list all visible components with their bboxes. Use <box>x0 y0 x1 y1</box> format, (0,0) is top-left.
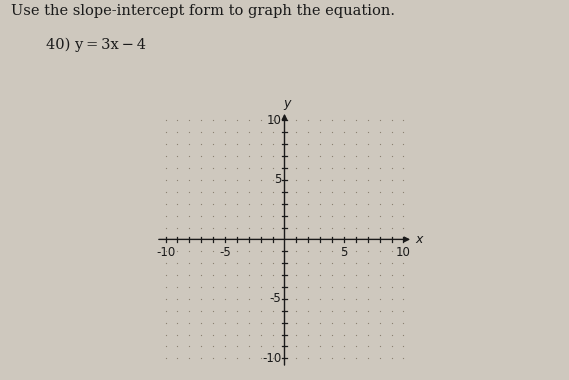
Text: 10: 10 <box>267 114 282 127</box>
Text: Use the slope-intercept form to graph the equation.: Use the slope-intercept form to graph th… <box>11 4 395 18</box>
Text: 10: 10 <box>396 246 411 259</box>
Text: y: y <box>284 97 291 110</box>
Text: 5: 5 <box>340 246 348 259</box>
Text: -10: -10 <box>156 246 175 259</box>
Text: 40) y = 3x − 4: 40) y = 3x − 4 <box>46 38 146 52</box>
Text: 5: 5 <box>274 173 282 187</box>
Text: x: x <box>415 233 423 246</box>
Text: -5: -5 <box>219 246 231 259</box>
Text: -10: -10 <box>262 352 282 365</box>
Text: -5: -5 <box>270 292 282 306</box>
